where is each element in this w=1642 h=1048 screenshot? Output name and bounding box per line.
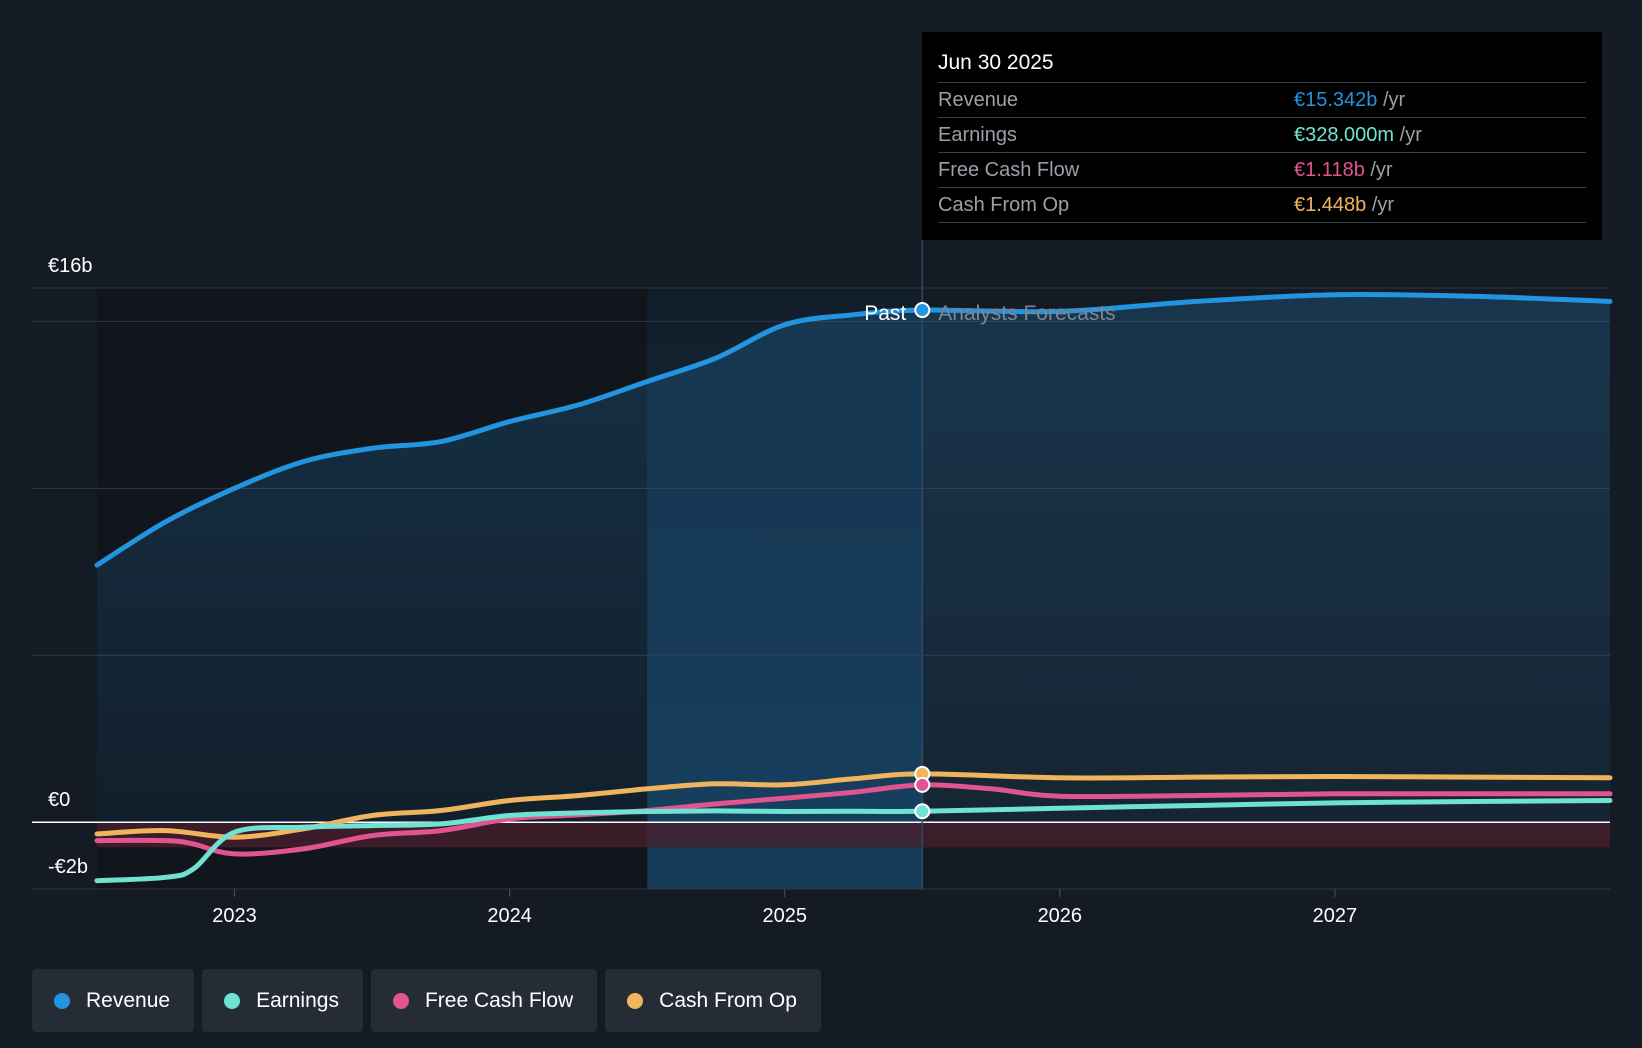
tooltip-unit: /yr	[1382, 89, 1406, 111]
tooltip-row-cash-from-op: Cash From Op €1.448b /yr	[938, 188, 1586, 223]
tooltip-date: Jun 30 2025	[938, 46, 1586, 83]
tooltip-row-earnings: Earnings €328.000m /yr	[938, 118, 1586, 153]
legend-dot-icon	[54, 992, 70, 1009]
tooltip-label: Earnings	[938, 124, 1017, 146]
tooltip-value-wrap: €328.000m /yr	[1294, 118, 1422, 152]
marker-free-cash-flow	[914, 776, 931, 793]
legend-item-free-cash-flow[interactable]: Free Cash Flow	[370, 969, 598, 1032]
x-tick-label: 2024	[487, 905, 532, 927]
tooltip-value-wrap: €15.342b /yr	[1294, 83, 1405, 117]
series-line-free-cash-flow	[94, 782, 1613, 857]
tooltip-value: €15.342b	[1294, 89, 1378, 111]
tooltip-row-free-cash-flow: Free Cash Flow €1.118b /yr	[938, 153, 1586, 188]
y-tick-label: -€2b	[48, 856, 88, 878]
tooltip-label: Cash From Op	[938, 194, 1070, 216]
series-line-revenue	[94, 291, 1613, 568]
tooltip-value: €1.448b	[1294, 194, 1367, 216]
legend: Revenue Earnings Free Cash Flow Cash Fro…	[32, 969, 821, 1032]
y-tick-label: €0	[48, 789, 70, 811]
tooltip-unit: /yr	[1399, 124, 1422, 146]
legend-label: Earnings	[256, 988, 339, 1012]
marker-earnings	[914, 803, 931, 820]
tooltip-value: €328.000m	[1294, 124, 1395, 146]
legend-item-revenue[interactable]: Revenue	[32, 969, 195, 1032]
tooltip-unit: /yr	[1370, 159, 1393, 181]
tooltip-row-revenue: Revenue €15.342b /yr	[938, 83, 1586, 118]
x-tick-label: 2023	[212, 905, 257, 927]
tooltip: Jun 30 2025 Revenue €15.342b /yr Earning…	[922, 32, 1602, 240]
forecast-label: Analysts Forecasts	[938, 302, 1115, 325]
legend-dot-icon	[627, 992, 644, 1009]
x-tick-label: 2026	[1038, 905, 1083, 927]
series-line-earnings	[94, 798, 1613, 884]
tooltip-value: €1.118b	[1294, 159, 1365, 181]
legend-item-earnings[interactable]: Earnings	[202, 969, 363, 1032]
marker-revenue	[914, 302, 931, 319]
x-tick-label: 2025	[762, 905, 807, 927]
y-tick-label: €16b	[48, 255, 93, 277]
tooltip-label: Revenue	[938, 89, 1019, 111]
x-tick-label: 2027	[1313, 905, 1358, 927]
tooltip-value-wrap: €1.118b /yr	[1294, 153, 1393, 187]
legend-dot-icon	[224, 992, 241, 1009]
legend-label: Cash From Op	[659, 988, 797, 1012]
chart: €16b €0 -€2b 2023 2024 2025 2026 2027 Past Analys…	[32, 240, 1613, 927]
revenue-area	[97, 294, 1610, 823]
legend-item-cash-from-op[interactable]: Cash From Op	[605, 969, 821, 1032]
tooltip-value-wrap: €1.448b /yr	[1294, 188, 1394, 222]
legend-dot-icon	[392, 992, 409, 1009]
past-label: Past	[864, 302, 906, 325]
tooltip-unit: /yr	[1371, 194, 1395, 216]
tooltip-label: Free Cash Flow	[938, 159, 1080, 181]
legend-label: Free Cash Flow	[424, 988, 574, 1012]
legend-label: Revenue	[86, 988, 171, 1012]
